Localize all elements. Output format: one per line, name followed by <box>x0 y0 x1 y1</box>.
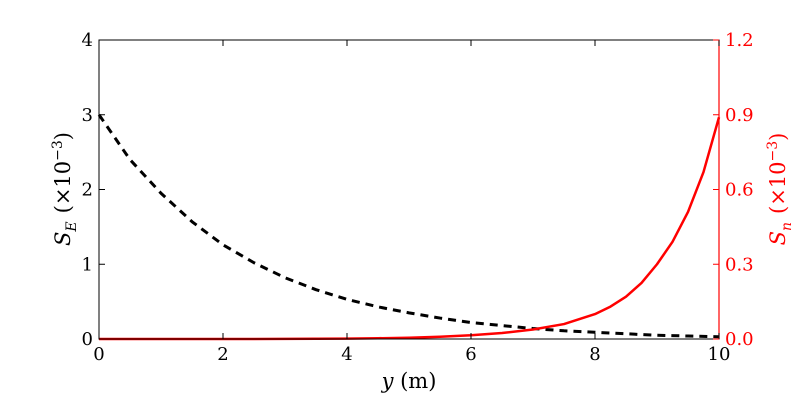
right-tick-label: 0.6 <box>725 180 754 201</box>
right-axis-title: Sn (×10−3) <box>765 133 795 246</box>
left-axis-title-exponent: −3 <box>50 140 66 161</box>
left-axis-title-scale: (×10 <box>51 161 75 214</box>
series-line-left-0 <box>97 113 720 339</box>
right-tick-label: 0.0 <box>725 329 754 350</box>
x-tick-label: 0 <box>93 344 104 365</box>
left-axis-title-scale-close: ) <box>51 132 75 140</box>
series-line-right-1 <box>99 116 721 341</box>
right-axis-title-exponent: −3 <box>765 141 781 162</box>
x-tick-label: 4 <box>341 344 352 365</box>
left-tick-label: 4 <box>82 30 93 51</box>
right-axis-title-scale: (×10 <box>766 161 790 214</box>
right-tick-label: 0.3 <box>725 254 754 275</box>
x-axis-unit: (m) <box>393 369 436 393</box>
left-tick-label: 2 <box>82 180 93 201</box>
left-axis-title-text: SE (×10−3) <box>50 132 80 246</box>
right-axis-title-text: Sn (×10−3) <box>765 133 795 246</box>
left-tick-label: 3 <box>82 105 93 126</box>
left-axis-title: SE (×10−3) <box>50 132 80 246</box>
x-tick-label: 8 <box>589 344 600 365</box>
x-axis-title: y (m) <box>381 369 437 393</box>
left-axis-title-subscript: E <box>64 221 80 232</box>
right-axis-title-symbol: S <box>766 231 790 245</box>
right-tick-label: 1.2 <box>725 30 754 51</box>
right-axis-title-subscript: n <box>779 222 795 231</box>
x-tick-label: 6 <box>465 344 476 365</box>
left-axis-title-symbol: S <box>51 232 75 246</box>
x-axis-variable: y <box>381 369 395 393</box>
right-tick-label: 0.9 <box>725 105 754 126</box>
left-tick-label: 1 <box>82 254 93 275</box>
left-tick-label: 0 <box>82 329 93 350</box>
right-axis-title-scale-close: ) <box>766 133 790 141</box>
x-tick-label: 2 <box>217 344 228 365</box>
x-tick-label: 10 <box>708 344 731 365</box>
plot-frame <box>98 39 720 340</box>
